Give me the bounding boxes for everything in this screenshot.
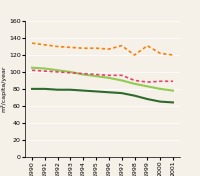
Western Europe (Southern): [172, 54, 174, 56]
NMS and AC (Northern): [82, 73, 84, 76]
NMS and AC (Northern): [95, 75, 97, 77]
Western Europe (Southern): [31, 42, 33, 44]
NMS and AC (Northern): [133, 83, 136, 85]
Western Europe (Southern): [69, 46, 72, 48]
Western Europe (Central and Nordic): [159, 80, 161, 82]
NMS and AC (Northern): [172, 90, 174, 92]
NMS and AC (Southern): [56, 89, 59, 91]
Western Europe (Central and Nordic): [31, 69, 33, 71]
NMS and AC (Southern): [31, 88, 33, 90]
Western Europe (Southern): [146, 45, 149, 47]
NMS and AC (Northern): [146, 85, 149, 87]
Western Europe (Southern): [133, 54, 136, 56]
Western Europe (Southern): [108, 48, 110, 50]
Western Europe (Southern): [56, 45, 59, 48]
NMS and AC (Southern): [133, 95, 136, 97]
Western Europe (Central and Nordic): [172, 80, 174, 82]
NMS and AC (Northern): [159, 88, 161, 90]
Western Europe (Central and Nordic): [108, 74, 110, 76]
Line: Western Europe (Southern): Western Europe (Southern): [32, 43, 173, 55]
NMS and AC (Northern): [31, 67, 33, 69]
NMS and AC (Southern): [69, 89, 72, 91]
Western Europe (Central and Nordic): [44, 70, 46, 72]
Y-axis label: m³/capita/year: m³/capita/year: [0, 66, 6, 112]
Western Europe (Southern): [159, 52, 161, 54]
NMS and AC (Southern): [95, 90, 97, 92]
Western Europe (Central and Nordic): [95, 73, 97, 76]
Western Europe (Southern): [82, 47, 84, 49]
Western Europe (Central and Nordic): [133, 79, 136, 81]
NMS and AC (Northern): [121, 79, 123, 81]
NMS and AC (Southern): [108, 91, 110, 93]
NMS and AC (Northern): [56, 69, 59, 71]
NMS and AC (Southern): [121, 92, 123, 94]
NMS and AC (Northern): [44, 68, 46, 70]
Western Europe (Central and Nordic): [69, 72, 72, 74]
Western Europe (Central and Nordic): [56, 71, 59, 73]
NMS and AC (Southern): [44, 88, 46, 90]
NMS and AC (Northern): [69, 71, 72, 73]
Western Europe (Southern): [44, 44, 46, 46]
Western Europe (Southern): [121, 45, 123, 47]
Western Europe (Central and Nordic): [121, 74, 123, 76]
Line: NMS and AC (Southern): NMS and AC (Southern): [32, 89, 173, 102]
Western Europe (Central and Nordic): [146, 81, 149, 83]
NMS and AC (Southern): [146, 98, 149, 100]
Western Europe (Central and Nordic): [82, 73, 84, 75]
Line: Western Europe (Central and Nordic): Western Europe (Central and Nordic): [32, 70, 173, 82]
Line: NMS and AC (Northern): NMS and AC (Northern): [32, 68, 173, 91]
NMS and AC (Southern): [159, 100, 161, 103]
Western Europe (Southern): [95, 47, 97, 49]
NMS and AC (Northern): [108, 77, 110, 79]
NMS and AC (Southern): [82, 90, 84, 92]
NMS and AC (Southern): [172, 101, 174, 103]
